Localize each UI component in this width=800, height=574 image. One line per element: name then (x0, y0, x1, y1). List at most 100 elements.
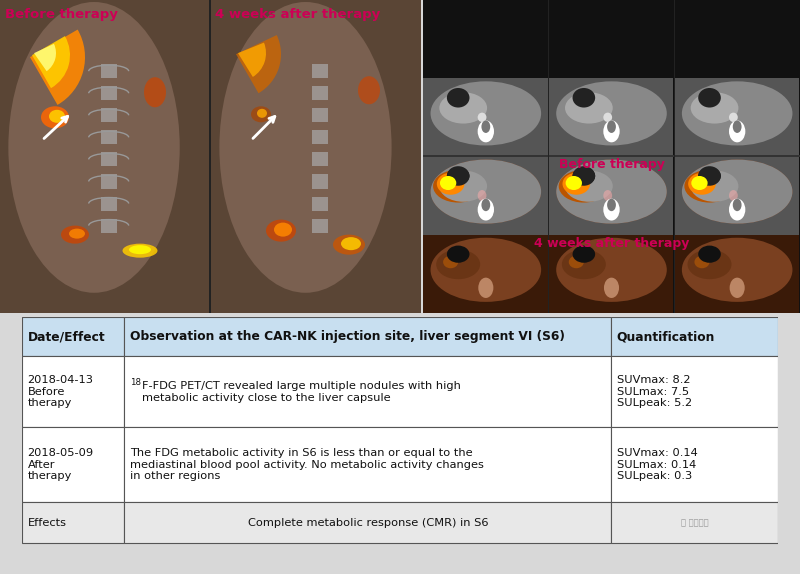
Ellipse shape (443, 256, 458, 268)
Text: Effects: Effects (28, 518, 66, 528)
Bar (22, 317, 124, 356)
Bar (674, 0, 675, 313)
Bar (124, 317, 611, 356)
Ellipse shape (440, 176, 456, 190)
Ellipse shape (430, 160, 541, 224)
Bar (124, 356, 611, 427)
Bar (312, 174, 328, 188)
Ellipse shape (573, 166, 595, 186)
Ellipse shape (482, 199, 490, 211)
Ellipse shape (129, 245, 151, 254)
Text: Date/Effect: Date/Effect (28, 330, 106, 343)
Ellipse shape (690, 170, 738, 202)
Ellipse shape (565, 170, 613, 202)
Bar (423, 0, 800, 313)
Ellipse shape (573, 246, 595, 263)
Ellipse shape (604, 278, 619, 298)
Bar (101, 219, 117, 232)
Ellipse shape (603, 199, 620, 220)
Ellipse shape (733, 199, 742, 211)
Wedge shape (34, 44, 56, 71)
Ellipse shape (607, 121, 616, 133)
Ellipse shape (447, 246, 470, 263)
Ellipse shape (562, 250, 606, 279)
Ellipse shape (569, 256, 584, 268)
Wedge shape (30, 30, 85, 105)
Ellipse shape (482, 121, 490, 133)
Bar (101, 130, 117, 145)
Bar (209, 0, 211, 313)
Ellipse shape (436, 250, 480, 279)
Text: 2018-05-09
After
therapy: 2018-05-09 After therapy (28, 448, 94, 482)
Text: Observation at the CAR-NK injection site, liver segment VI (S6): Observation at the CAR-NK injection site… (130, 330, 565, 343)
Ellipse shape (69, 228, 85, 239)
Bar (312, 219, 328, 232)
Ellipse shape (447, 166, 470, 186)
Wedge shape (236, 35, 281, 93)
Text: 4 weeks after therapy: 4 weeks after therapy (534, 236, 689, 250)
Ellipse shape (729, 113, 738, 122)
Ellipse shape (478, 199, 494, 220)
Ellipse shape (603, 190, 612, 201)
Bar (312, 64, 328, 78)
Ellipse shape (556, 82, 666, 145)
Ellipse shape (8, 2, 180, 293)
Bar (611, 502, 778, 544)
Text: 🐾 无瘿家园: 🐾 无瘿家园 (681, 518, 708, 528)
Ellipse shape (478, 190, 486, 201)
Bar (674, 157, 799, 235)
Ellipse shape (573, 88, 595, 107)
Ellipse shape (733, 121, 742, 133)
Ellipse shape (562, 173, 590, 195)
Ellipse shape (729, 199, 746, 220)
Ellipse shape (566, 176, 582, 190)
Ellipse shape (358, 76, 380, 104)
Ellipse shape (730, 278, 745, 298)
Bar (423, 235, 548, 313)
Bar (549, 235, 674, 313)
Ellipse shape (556, 160, 666, 224)
Ellipse shape (41, 106, 69, 129)
Bar (22, 356, 124, 427)
Bar (22, 502, 124, 544)
Text: 4 weeks after therapy: 4 weeks after therapy (215, 8, 380, 21)
Ellipse shape (603, 121, 620, 142)
Ellipse shape (688, 173, 716, 195)
Ellipse shape (430, 160, 541, 224)
Bar (101, 108, 117, 122)
Ellipse shape (439, 92, 487, 123)
Bar (548, 0, 549, 313)
Ellipse shape (219, 2, 392, 293)
Ellipse shape (682, 238, 793, 302)
Bar (674, 78, 799, 157)
Bar (211, 0, 421, 313)
Ellipse shape (257, 109, 267, 118)
Ellipse shape (691, 176, 708, 190)
Ellipse shape (694, 256, 710, 268)
Bar (312, 153, 328, 166)
Bar (101, 64, 117, 78)
Ellipse shape (478, 113, 486, 122)
Bar (101, 196, 117, 211)
Ellipse shape (430, 82, 541, 145)
Wedge shape (32, 36, 70, 88)
Ellipse shape (573, 168, 595, 185)
Bar (674, 235, 799, 313)
Ellipse shape (684, 170, 734, 203)
Bar (124, 427, 611, 502)
Bar (423, 157, 548, 235)
Bar (312, 86, 328, 100)
Ellipse shape (565, 92, 613, 123)
Text: Before therapy: Before therapy (558, 158, 665, 172)
Ellipse shape (144, 77, 166, 107)
Bar (423, 156, 800, 157)
Bar (312, 196, 328, 211)
Ellipse shape (478, 121, 494, 142)
Ellipse shape (556, 238, 666, 302)
Ellipse shape (49, 110, 65, 123)
Text: The FDG metabolic activity in S6 is less than or equal to the
mediastinal blood : The FDG metabolic activity in S6 is less… (130, 448, 483, 482)
Bar (312, 130, 328, 145)
Bar (22, 427, 124, 502)
Ellipse shape (430, 238, 541, 302)
Ellipse shape (266, 220, 296, 242)
